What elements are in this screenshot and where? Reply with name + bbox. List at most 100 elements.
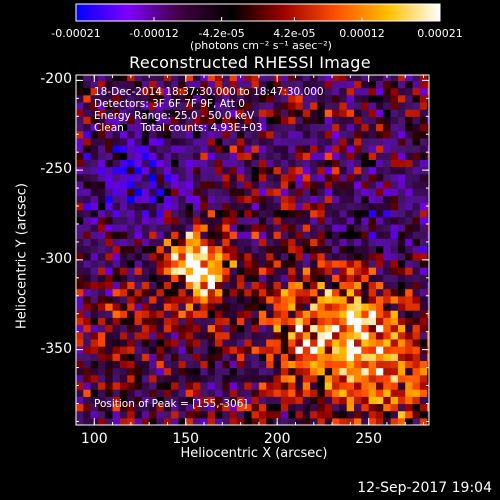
heatmap-cell: [90, 188, 99, 196]
heatmap-cell: [156, 288, 165, 297]
heatmap-cell: [112, 188, 121, 196]
heatmap-cell: [361, 109, 370, 117]
heatmap-cell: [354, 180, 362, 189]
heatmap-cell: [193, 259, 201, 268]
heatmap-cell: [193, 288, 201, 297]
heatmap-cell: [375, 338, 384, 347]
heatmap-cell: [427, 101, 429, 110]
heatmap-cell: [251, 145, 260, 153]
heatmap-cell: [134, 288, 143, 297]
heatmap-cell: [90, 123, 99, 132]
heatmap-cell: [390, 274, 399, 283]
y-tick-label: -200: [40, 71, 72, 88]
heatmap-cell: [229, 274, 238, 283]
heatmap-cell: [229, 223, 238, 232]
heatmap-cell: [127, 403, 136, 412]
heatmap-cell: [361, 116, 370, 125]
heatmap-cell: [156, 137, 165, 146]
heatmap-cell: [178, 173, 187, 182]
heatmap-cell: [368, 137, 377, 146]
heatmap-cell: [324, 346, 333, 354]
heatmap-cell: [266, 310, 275, 318]
heatmap-cell: [149, 223, 158, 232]
heatmap-cell: [258, 145, 267, 153]
heatmap-cell: [258, 410, 267, 419]
heatmap-cell: [207, 152, 216, 160]
heatmap-cell: [171, 252, 180, 261]
heatmap-cell: [390, 245, 399, 254]
heatmap-cell: [76, 281, 84, 290]
heatmap-cell: [390, 346, 399, 354]
heatmap-cell: [105, 109, 114, 117]
heatmap-cell: [207, 381, 216, 390]
heatmap-cell: [251, 87, 260, 96]
heatmap-cell: [419, 202, 428, 211]
heatmap-cell: [244, 152, 253, 160]
heatmap-cell: [317, 338, 326, 347]
heatmap-cell: [127, 245, 136, 254]
heatmap-cell: [105, 231, 114, 239]
heatmap-cell: [368, 274, 377, 283]
heatmap-cell: [405, 396, 414, 405]
heatmap-cell: [178, 267, 187, 275]
heatmap-cell: [200, 274, 209, 283]
heatmap-cell: [171, 324, 180, 333]
heatmap-cell: [405, 231, 414, 239]
heatmap-cell: [83, 209, 92, 218]
heatmap-cell: [383, 188, 392, 196]
heatmap-cell: [324, 238, 333, 247]
heatmap-cell: [200, 245, 209, 254]
heatmap-cell: [375, 331, 384, 340]
heatmap-cell: [251, 180, 260, 189]
heatmap-cell: [280, 231, 289, 239]
heatmap-cell: [156, 245, 165, 254]
heatmap-cell: [200, 238, 209, 247]
heatmap-cell: [346, 381, 355, 390]
heatmap-cell: [105, 252, 114, 261]
heatmap-cell: [383, 259, 392, 268]
heatmap-cell: [236, 130, 245, 139]
heatmap-cell: [339, 338, 348, 347]
heatmap-cell: [412, 381, 421, 390]
heatmap-cell: [332, 180, 340, 189]
heatmap-cell: [332, 137, 340, 146]
heatmap-cell: [280, 116, 289, 125]
heatmap-cell: [280, 288, 289, 297]
heatmap-cell: [90, 101, 99, 110]
heatmap-cell: [324, 295, 333, 304]
heatmap-cell: [185, 245, 194, 254]
heatmap-cell: [244, 360, 253, 369]
heatmap-cell: [258, 87, 267, 96]
heatmap-cell: [83, 302, 92, 311]
heatmap-cell: [207, 231, 216, 239]
heatmap-cell: [149, 152, 158, 160]
heatmap-cell: [215, 288, 223, 297]
heatmap-cell: [119, 396, 128, 405]
heatmap-cell: [112, 123, 121, 132]
heatmap-cell: [105, 123, 114, 132]
heatmap-cell: [295, 310, 304, 318]
heatmap-cell: [332, 245, 340, 254]
heatmap-cell: [251, 396, 260, 405]
heatmap-cell: [185, 209, 194, 218]
heatmap-cell: [302, 173, 311, 182]
heatmap-cell: [193, 137, 201, 146]
heatmap-cell: [266, 331, 275, 340]
heatmap-cell: [346, 87, 355, 96]
heatmap-cell: [368, 403, 377, 412]
heatmap-cell: [324, 216, 333, 225]
heatmap-cell: [339, 259, 348, 268]
heatmap-cell: [215, 173, 223, 182]
heatmap-cell: [273, 302, 282, 311]
heatmap-cell: [229, 188, 238, 196]
heatmap-cell: [97, 231, 106, 239]
heatmap-cell: [200, 389, 209, 397]
heatmap-cell: [141, 109, 150, 117]
heatmap-cell: [375, 389, 384, 397]
heatmap-cell: [354, 302, 362, 311]
heatmap-cell: [141, 188, 150, 196]
heatmap-cell: [127, 267, 136, 275]
heatmap-cell: [427, 145, 429, 153]
heatmap-cell: [273, 116, 282, 125]
heatmap-cell: [419, 310, 428, 318]
